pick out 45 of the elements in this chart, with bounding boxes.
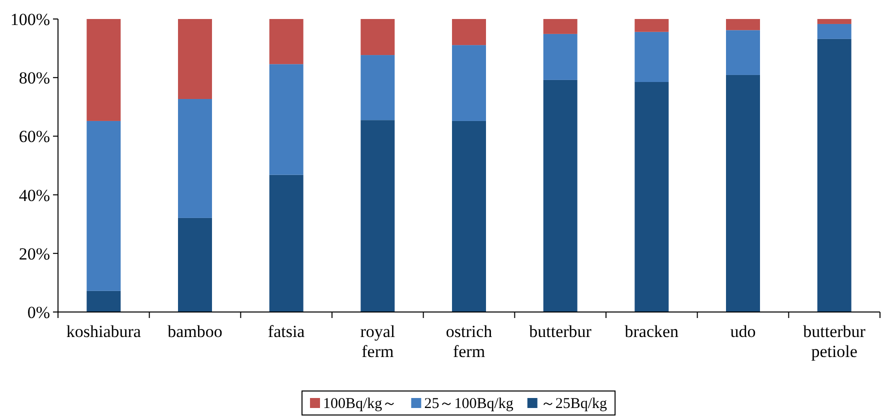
- y-tick-label: 100%: [10, 10, 50, 29]
- bar: [269, 64, 304, 175]
- bar: [634, 32, 669, 82]
- x-tick-label: ostrich ferm: [446, 322, 493, 361]
- bar: [726, 19, 760, 30]
- bar: [360, 19, 395, 56]
- legend-label: 25～100Bq/kg: [424, 396, 514, 412]
- bar: [452, 19, 486, 46]
- y-tick-label: 60%: [18, 127, 50, 146]
- bar: [634, 19, 669, 32]
- bar: [726, 74, 760, 312]
- bar: [452, 45, 486, 121]
- x-tick-label: royal ferm: [360, 322, 396, 361]
- x-tick-label: udo: [730, 322, 756, 341]
- bar: [360, 55, 395, 120]
- bar: [817, 38, 852, 312]
- bar: [360, 120, 395, 312]
- y-tick-label: 20%: [18, 244, 50, 264]
- bar: [817, 24, 852, 39]
- x-tick-label: koshiabura: [66, 322, 142, 341]
- y-tick-label: 0%: [27, 303, 50, 322]
- legend-label: ～25Bq/kg: [540, 396, 608, 412]
- bar: [452, 120, 486, 312]
- bar: [269, 174, 304, 312]
- bar: [86, 19, 121, 121]
- bar: [543, 34, 578, 80]
- bar: [178, 19, 212, 99]
- y-tick-label: 40%: [18, 186, 50, 205]
- legend-label: 100Bq/kg～: [323, 396, 398, 412]
- bar: [726, 30, 760, 75]
- bar: [178, 218, 212, 312]
- bar: [543, 80, 578, 312]
- bar: [817, 19, 852, 24]
- x-tick-label: butterbur: [529, 322, 592, 341]
- bar: [269, 19, 304, 64]
- bar: [86, 290, 121, 312]
- bar: [178, 98, 212, 218]
- bar: [634, 82, 669, 312]
- x-tick-label: fatsia: [268, 322, 306, 341]
- bar: [86, 120, 121, 291]
- x-tick-label: bracken: [624, 322, 680, 341]
- bar: [543, 19, 578, 34]
- x-tick-label: butterbur petiole: [803, 322, 866, 361]
- x-tick-label: bamboo: [168, 322, 222, 341]
- y-tick-label: 80%: [18, 68, 50, 88]
